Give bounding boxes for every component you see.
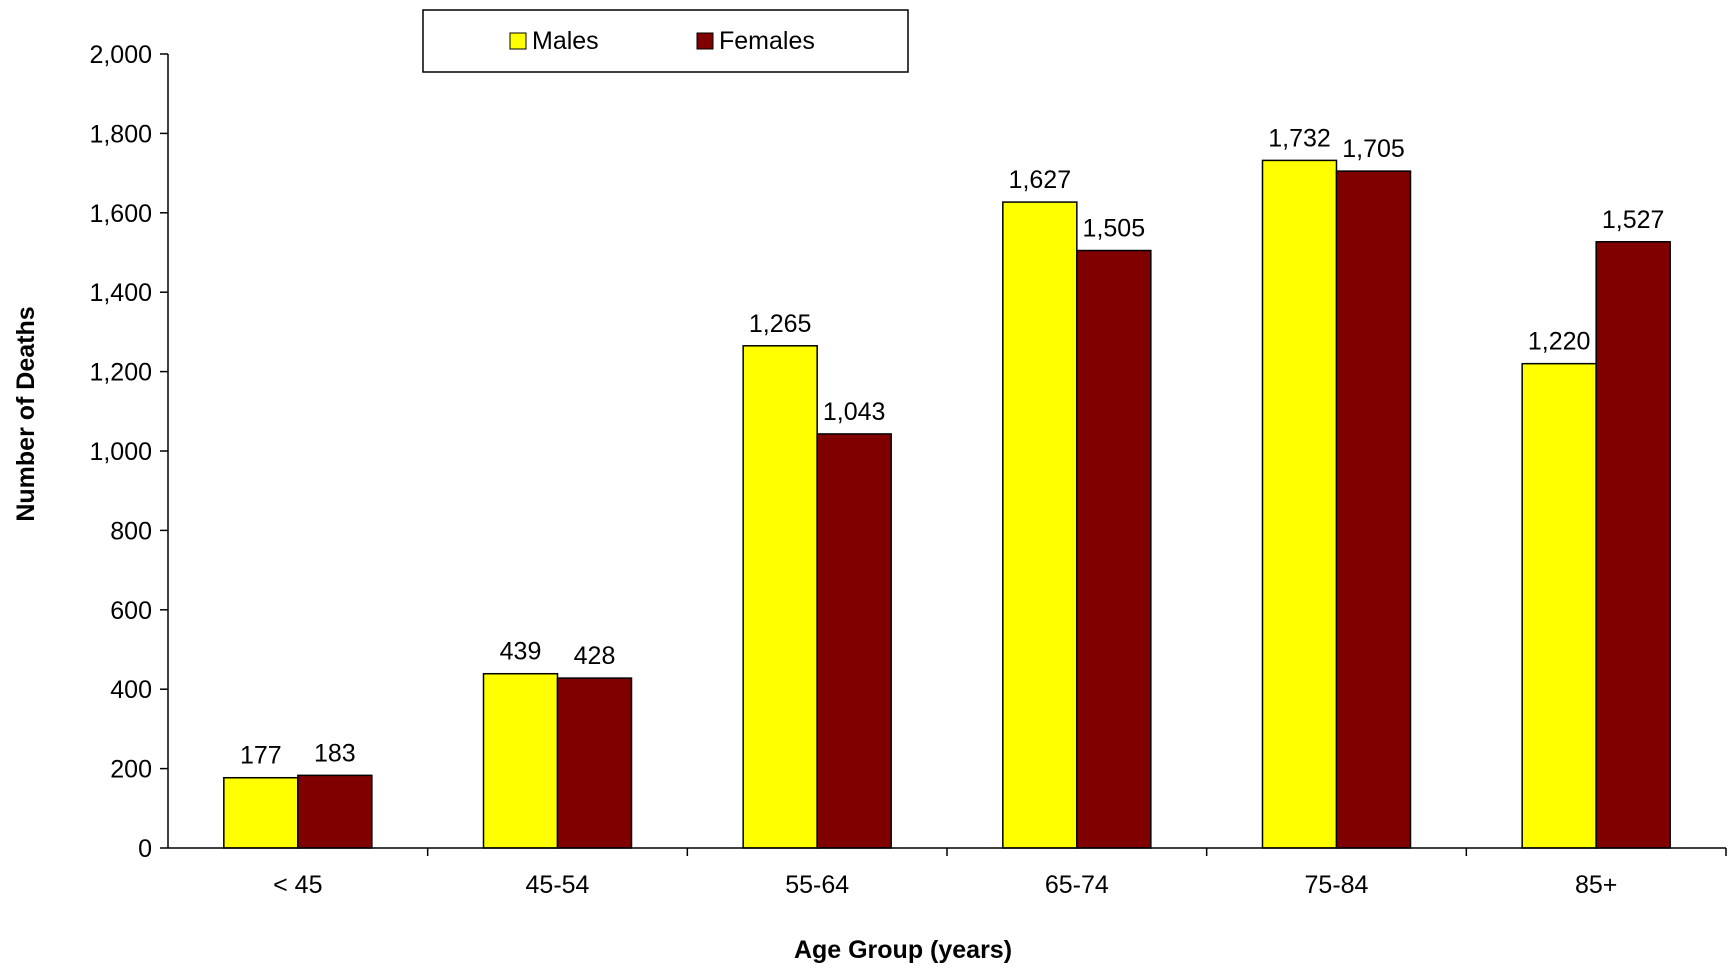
x-tick-label: 45-54	[526, 871, 590, 899]
data-label-females-2: 428	[574, 642, 616, 670]
x-tick-label: 75-84	[1305, 871, 1369, 899]
bar-females-5	[1335, 170, 1412, 849]
legend-swatch-males	[509, 32, 527, 50]
y-tick-label: 400	[110, 676, 152, 704]
y-tick-label: 1,000	[89, 438, 152, 466]
x-tick-label: 85+	[1575, 871, 1617, 899]
bar-females-1	[297, 774, 373, 849]
data-label-females-3: 1,043	[823, 398, 886, 426]
legend-label-males: Males	[532, 27, 599, 55]
data-label-males-3: 1,265	[749, 310, 812, 338]
y-tick-label: 1,200	[89, 359, 152, 387]
y-tick-label: 1,800	[89, 120, 152, 148]
data-label-females-1: 183	[314, 739, 356, 767]
y-tick-label: 2,000	[89, 41, 152, 69]
data-label-females-6: 1,527	[1602, 206, 1665, 234]
bar-females-4	[1076, 249, 1152, 849]
y-tick-label: 0	[138, 835, 152, 863]
y-tick-label: 800	[110, 517, 152, 545]
data-label-males-6: 1,220	[1528, 328, 1591, 356]
y-tick-label: 200	[110, 756, 152, 784]
data-label-males-4: 1,627	[1009, 166, 1072, 194]
bar-males-1	[223, 776, 299, 849]
x-tick-label: 65-74	[1045, 871, 1109, 899]
legend-swatch-females	[696, 32, 714, 50]
bar-males-3	[742, 345, 818, 849]
data-label-males-1: 177	[240, 742, 282, 770]
bar-females-3	[816, 433, 892, 849]
legend-label-females: Females	[719, 27, 815, 55]
data-label-females-4: 1,505	[1083, 215, 1146, 243]
y-axis-title: Number of Deaths	[12, 306, 40, 521]
x-axis-ticks: < 45 45-54 55-64 65-74 75-84 85+	[273, 848, 1727, 899]
legend-frame	[422, 9, 909, 73]
y-tick-label: 1,600	[89, 200, 152, 228]
bar-males-4	[1002, 201, 1078, 849]
x-tick-label: 55-64	[785, 871, 849, 899]
legend: Males Females	[422, 9, 909, 73]
data-label-males-2: 439	[500, 638, 542, 666]
data-labels: 177 183 439 428 1,265 1,043 1,627 1,505 1,732 1,7…	[240, 124, 1664, 769]
data-label-females-5: 1,705	[1342, 135, 1405, 163]
bar-females-2	[556, 677, 633, 849]
data-label-males-5: 1,732	[1268, 124, 1331, 152]
x-tick-label: < 45	[273, 871, 322, 899]
bar-males-6	[1521, 362, 1597, 849]
axes	[167, 54, 1726, 849]
y-axis-ticks: 0 200 400 600 800 1,000 1,200 1,400 1,600 1,800 2,…	[89, 41, 168, 863]
bar-males-2	[482, 672, 559, 849]
y-tick-label: 1,400	[89, 279, 152, 307]
bar-males-5	[1261, 159, 1338, 849]
bar-females-6	[1595, 241, 1671, 849]
x-axis-title: Age Group (years)	[794, 936, 1012, 964]
y-tick-label: 600	[110, 597, 152, 625]
bars	[223, 159, 1671, 849]
